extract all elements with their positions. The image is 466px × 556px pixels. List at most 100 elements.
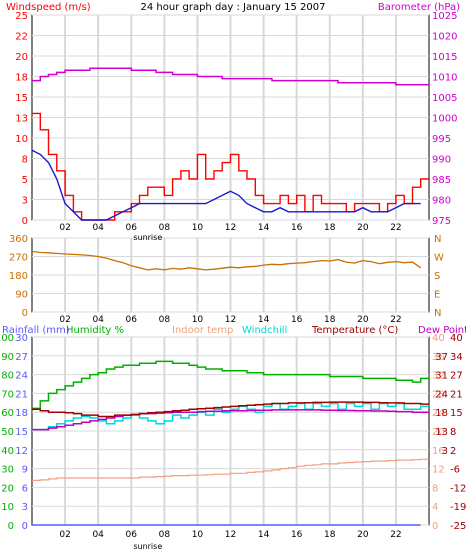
humidity-tick-label: 100	[0, 333, 14, 344]
x-tick-label: 04	[92, 530, 104, 540]
x-tick-label: 22	[390, 223, 401, 233]
x-tick-label: 14	[258, 223, 270, 233]
barometer-tick-label: 985	[432, 175, 451, 186]
humidity-tick-label: 60	[1, 408, 14, 419]
compass-tick-label: N	[434, 234, 441, 245]
windspeed-tick-label: 15	[15, 93, 28, 104]
temperature-tick-label: 27	[450, 371, 463, 382]
direction-tick-label: 360	[9, 234, 28, 245]
direction-tick-label: 0	[22, 308, 28, 319]
x-tick-label: 20	[357, 223, 369, 233]
temperature-inner-tick-label: 13	[435, 427, 448, 438]
humidity-tick-label: 0	[8, 521, 14, 532]
x-tick-label: 18	[324, 223, 336, 233]
direction-tick-label: 270	[9, 253, 28, 264]
humidity-line	[32, 360, 429, 410]
indoor-temp-line	[32, 458, 429, 481]
temperature-tick-label: -19	[450, 502, 466, 513]
chart-title: 24 hour graph day : January 15 2007	[141, 2, 326, 13]
x-tick-label: 06	[126, 223, 138, 233]
dewpoint-line	[32, 409, 429, 431]
x-tick-label: 06	[126, 530, 138, 540]
barometer-axis-title: Barometer (hPa)	[378, 2, 460, 13]
x-tick-label: 14	[258, 315, 270, 325]
indoor-tick-label: 24	[432, 408, 445, 419]
x-tick-label: 20	[357, 315, 369, 325]
windspeed-tick-label: 25	[15, 11, 28, 22]
x-tick-label: 14	[258, 530, 270, 540]
barometer-tick-label: 995	[432, 134, 451, 145]
x-tick-label: 12	[225, 530, 236, 540]
rainfall-tick-label: 24	[15, 371, 28, 382]
barometer-line	[32, 67, 429, 86]
barometer-tick-label: 1020	[432, 32, 457, 43]
barometer-tick-label: 1000	[432, 114, 457, 125]
rainfall-tick-label: 30	[15, 333, 28, 344]
indoor-tick-label: 8	[432, 483, 438, 494]
x-tick-label: 22	[390, 315, 401, 325]
compass-tick-label: N	[434, 308, 441, 319]
temperature-tick-label: 40	[450, 333, 463, 344]
indoor-tick-label: 20	[432, 427, 445, 438]
humidity-axis-title: Humidity %	[66, 325, 124, 336]
x-tick-label: 16	[291, 530, 303, 540]
x-tick-label: 20	[357, 530, 369, 540]
humidity-tick-label: 90	[1, 352, 14, 363]
temperature-axis-title: Temperature (°C)	[311, 325, 398, 336]
compass-tick-label: W	[434, 253, 444, 264]
windspeed-tick-label: 10	[15, 134, 28, 145]
temperature-inner-tick-label: 18	[435, 408, 448, 419]
indoor-tick-label: 12	[432, 465, 445, 476]
barometer-tick-label: 1015	[432, 52, 457, 63]
temperature-inner-tick-label: 3	[442, 446, 448, 457]
x-tick-label: 08	[159, 315, 171, 325]
humidity-tick-label: 10	[1, 502, 14, 513]
grid-layer	[32, 14, 429, 526]
humidity-tick-label: 50	[1, 427, 14, 438]
x-tick-label: 18	[324, 315, 336, 325]
windspeed-tick-label: 18	[15, 73, 28, 84]
windspeed-tick-label: 5	[22, 175, 28, 186]
temperature-tick-label: 34	[450, 352, 463, 363]
direction-tick-label: 90	[15, 290, 28, 301]
x-tick-label: 08	[159, 530, 171, 540]
x-tick-label: 16	[291, 315, 303, 325]
barometer-tick-label: 1005	[432, 93, 457, 104]
compass-tick-label: S	[434, 271, 440, 282]
x-tick-label: 04	[92, 223, 104, 233]
rainfall-tick-label: 6	[22, 483, 28, 494]
rainfall-axis-title: Rainfall (mm)	[2, 325, 70, 336]
humidity-tick-label: 70	[1, 389, 14, 400]
indoor-tick-label: 28	[432, 389, 445, 400]
indoor-tick-label: 32	[432, 371, 445, 382]
x-tick-label: 18	[324, 530, 336, 540]
temperature-tick-label: -25	[450, 521, 466, 532]
x-tick-label: 02	[59, 223, 70, 233]
rainfall-tick-label: 15	[15, 427, 28, 438]
barometer-tick-label: 990	[432, 155, 451, 166]
windspeed-axis-title: Windspeed (m/s)	[6, 2, 91, 13]
windspeed-tick-label: 3	[22, 196, 28, 207]
barometer-tick-label: 975	[432, 216, 451, 227]
rainfall-tick-label: 21	[15, 389, 28, 400]
temperature-tick-label: 2	[450, 446, 456, 457]
humidity-tick-label: 80	[1, 371, 14, 382]
x-tick-label: 06	[126, 315, 138, 325]
x-tick-label: 04	[92, 315, 104, 325]
x-tick-label: 02	[59, 530, 70, 540]
windspeed-tick-label: 0	[22, 216, 28, 227]
indoor-temp-axis-title: Indoor temp	[172, 325, 233, 336]
temperature-tick-label: 8	[450, 427, 456, 438]
rainfall-tick-label: 12	[15, 446, 28, 457]
rainfall-tick-label: 3	[22, 502, 28, 513]
indoor-tick-label: 0	[432, 521, 438, 532]
compass-tick-label: E	[434, 290, 440, 301]
x-tick-label: 02	[59, 315, 70, 325]
temperature-inner-tick-label: 37	[435, 352, 448, 363]
x-tick-label: 12	[225, 315, 236, 325]
temperature-tick-label: -6	[450, 465, 460, 476]
dewpoint-axis-title: Dew Point	[418, 325, 466, 336]
x-tick-label: 10	[192, 223, 204, 233]
